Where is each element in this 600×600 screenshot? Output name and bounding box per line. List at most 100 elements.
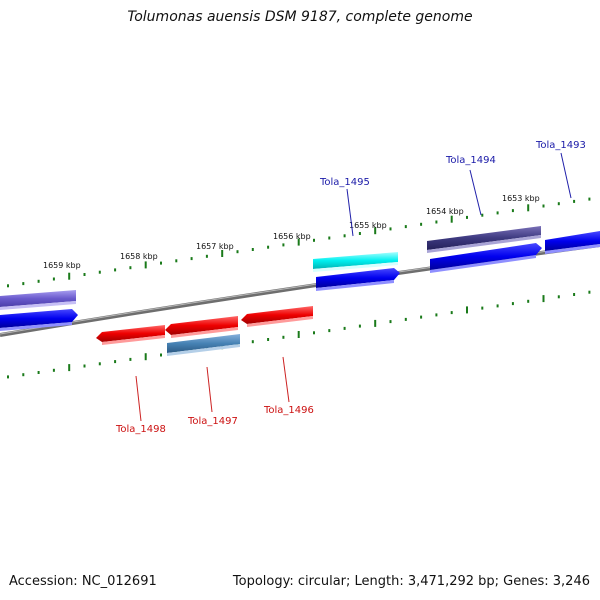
leader-line (206, 366, 213, 413)
tick-label: 1657 kbp (196, 242, 234, 251)
gene-label-reverse[interactable]: Tola_1497 (187, 416, 238, 427)
leader-line (135, 375, 142, 422)
major-tick (374, 319, 377, 327)
major-tick (221, 250, 224, 257)
minor-tick (52, 277, 55, 281)
minor-tick (205, 254, 208, 258)
minor-tick (37, 279, 40, 283)
major-tick (297, 331, 300, 338)
minor-tick (557, 295, 560, 299)
major-tick (68, 272, 71, 280)
minor-tick (98, 362, 101, 366)
accession-text: Accession: NC_012691 (9, 574, 157, 589)
minor-tick (389, 320, 392, 324)
minor-tick (282, 243, 285, 247)
minor-tick (358, 232, 361, 235)
minor-tick (114, 268, 117, 272)
leader-line (469, 169, 482, 216)
gene-cyan[interactable] (313, 252, 398, 272)
tick-label: 1655 kbp (349, 221, 387, 230)
minor-tick (267, 245, 270, 249)
gene-label-forward[interactable]: Tola_1494 (445, 155, 496, 166)
minor-tick (420, 222, 423, 226)
gene-label-reverse[interactable]: Tola_1496 (263, 405, 314, 416)
gene-blue-forward[interactable] (0, 309, 78, 331)
minor-tick (573, 293, 576, 296)
forward-tick-track (7, 197, 591, 288)
reverse-tick-track (7, 290, 591, 379)
leader-line (560, 152, 572, 199)
tick-label: 1653 kbp (502, 194, 540, 203)
page-title: Tolumonas auensis DSM 9187, complete gen… (127, 9, 473, 25)
minor-tick (98, 270, 101, 274)
minor-tick (313, 238, 315, 242)
gene-label-forward[interactable]: Tola_1495 (319, 177, 370, 188)
gene-blue-forward[interactable] (316, 268, 400, 291)
gene-red-reverse[interactable] (241, 306, 313, 327)
tick-label: 1656 kbp (273, 232, 311, 241)
minor-tick (343, 234, 346, 238)
minor-tick (588, 197, 591, 201)
leader-line (282, 356, 290, 403)
minor-tick (129, 266, 132, 270)
minor-tick (251, 248, 254, 251)
gene-blue-forward[interactable] (430, 243, 542, 273)
minor-tick (251, 340, 254, 344)
minor-tick (481, 306, 484, 310)
gene-blue-forward[interactable] (545, 231, 600, 254)
minor-tick (496, 304, 499, 308)
gene-navy[interactable] (427, 226, 541, 253)
minor-tick (313, 331, 315, 335)
minor-tick (129, 357, 132, 361)
minor-tick (160, 261, 162, 265)
minor-tick (481, 213, 484, 217)
major-tick (144, 353, 147, 361)
minor-tick (83, 273, 86, 276)
minor-tick (511, 209, 514, 213)
minor-tick (328, 236, 331, 240)
major-tick (450, 215, 453, 223)
minor-tick (343, 326, 346, 330)
minor-tick (267, 338, 270, 341)
tick-label: 1658 kbp (120, 252, 158, 261)
gene-red-reverse[interactable] (165, 316, 238, 338)
minor-tick (511, 302, 514, 306)
topology-text: Topology: circular; Length: 3,471,292 bp… (232, 574, 590, 589)
major-tick (374, 227, 377, 235)
minor-tick (328, 329, 331, 333)
minor-tick (435, 220, 438, 224)
major-tick (466, 306, 468, 314)
minor-tick (282, 335, 285, 339)
minor-tick (466, 215, 468, 219)
minor-tick (450, 311, 453, 315)
minor-tick (22, 282, 25, 286)
major-tick (144, 261, 147, 269)
minor-tick (83, 364, 86, 368)
major-tick (68, 364, 71, 372)
minor-tick (236, 250, 239, 254)
minor-tick (37, 371, 40, 374)
minor-tick (527, 299, 530, 303)
minor-tick (7, 284, 9, 288)
minor-tick (420, 315, 423, 319)
minor-tick (404, 317, 407, 321)
major-tick (297, 238, 300, 246)
minor-tick (175, 259, 178, 263)
gene-red-reverse[interactable] (96, 325, 165, 345)
gene-steelblue[interactable] (167, 334, 240, 356)
minor-tick (114, 360, 117, 364)
minor-tick (52, 368, 55, 372)
gene-label-reverse[interactable]: Tola_1498 (115, 424, 166, 435)
minor-tick (190, 257, 193, 261)
major-tick (527, 204, 530, 212)
gene-lavender[interactable] (0, 290, 76, 310)
minor-tick (573, 199, 576, 203)
minor-tick (542, 204, 545, 208)
minor-tick (404, 225, 407, 229)
minor-tick (557, 202, 560, 206)
minor-tick (389, 227, 392, 231)
major-tick (542, 295, 545, 303)
gene-label-forward[interactable]: Tola_1493 (535, 140, 586, 151)
